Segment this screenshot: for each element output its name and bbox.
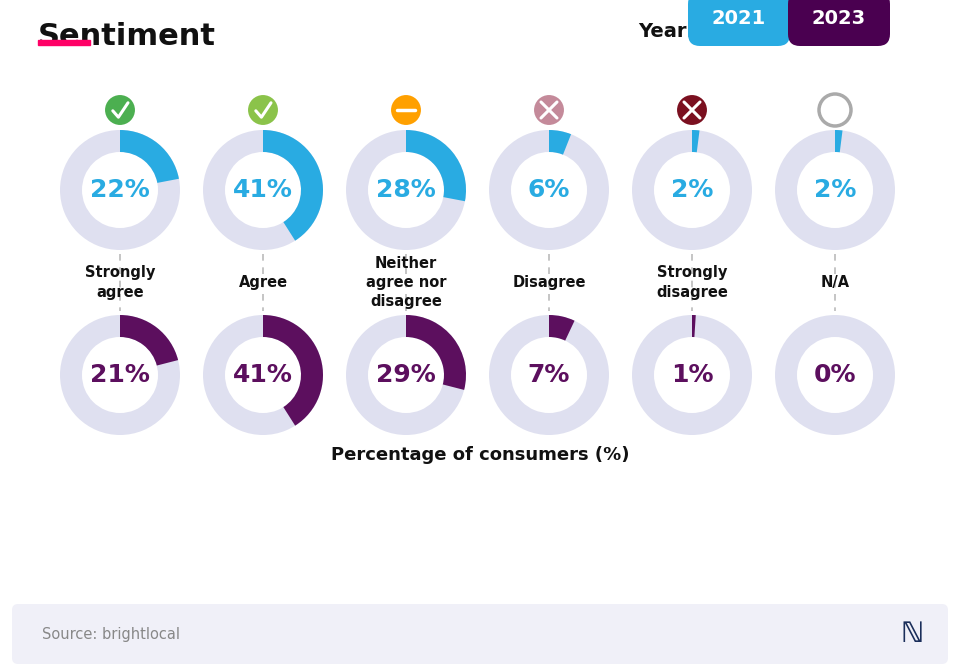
Wedge shape — [60, 315, 180, 435]
Bar — [38, 40, 90, 45]
Text: 2%: 2% — [671, 178, 713, 202]
Text: 2023: 2023 — [812, 9, 866, 29]
Wedge shape — [632, 130, 752, 250]
Text: 0%: 0% — [814, 363, 856, 387]
Text: Percentage of consumers (%): Percentage of consumers (%) — [331, 446, 629, 464]
Wedge shape — [346, 315, 466, 435]
Wedge shape — [692, 130, 700, 152]
Text: Year:: Year: — [638, 22, 694, 41]
Circle shape — [533, 94, 565, 126]
Text: 22%: 22% — [90, 178, 150, 202]
Wedge shape — [549, 130, 571, 155]
Text: 29%: 29% — [376, 363, 436, 387]
Text: Disagree: Disagree — [513, 275, 586, 290]
Circle shape — [819, 94, 851, 126]
Text: Strongly
agree: Strongly agree — [84, 265, 156, 299]
FancyBboxPatch shape — [788, 0, 890, 46]
Wedge shape — [489, 130, 609, 250]
Wedge shape — [549, 315, 574, 340]
Wedge shape — [203, 130, 323, 250]
Wedge shape — [60, 130, 180, 250]
Wedge shape — [489, 315, 609, 435]
Text: Strongly
disagree: Strongly disagree — [656, 265, 728, 299]
Wedge shape — [203, 315, 323, 435]
Wedge shape — [120, 130, 179, 183]
Text: 1%: 1% — [671, 363, 713, 387]
Text: 28%: 28% — [376, 178, 436, 202]
Text: ℕ: ℕ — [900, 620, 924, 648]
Text: 2021: 2021 — [712, 9, 766, 29]
FancyBboxPatch shape — [12, 604, 948, 664]
Text: Source: brightlocal: Source: brightlocal — [42, 626, 180, 641]
Text: 7%: 7% — [528, 363, 570, 387]
Text: 6%: 6% — [528, 178, 570, 202]
Text: 21%: 21% — [90, 363, 150, 387]
FancyBboxPatch shape — [688, 0, 790, 46]
Text: Sentiment: Sentiment — [38, 22, 216, 51]
Wedge shape — [120, 315, 179, 366]
Text: 41%: 41% — [233, 363, 293, 387]
Wedge shape — [263, 130, 323, 241]
Circle shape — [247, 94, 279, 126]
Circle shape — [676, 94, 708, 126]
Text: Agree: Agree — [238, 275, 288, 290]
Wedge shape — [775, 130, 895, 250]
Wedge shape — [346, 130, 466, 250]
Wedge shape — [263, 315, 323, 425]
Text: N/A: N/A — [821, 275, 850, 290]
Text: 2%: 2% — [814, 178, 856, 202]
Wedge shape — [692, 315, 696, 337]
Text: Neither
agree nor
disagree: Neither agree nor disagree — [366, 256, 446, 309]
Circle shape — [390, 94, 422, 126]
Text: 41%: 41% — [233, 178, 293, 202]
Wedge shape — [835, 130, 843, 152]
Wedge shape — [406, 315, 466, 390]
Wedge shape — [632, 315, 752, 435]
Circle shape — [104, 94, 136, 126]
Wedge shape — [775, 315, 895, 435]
Wedge shape — [406, 130, 466, 201]
